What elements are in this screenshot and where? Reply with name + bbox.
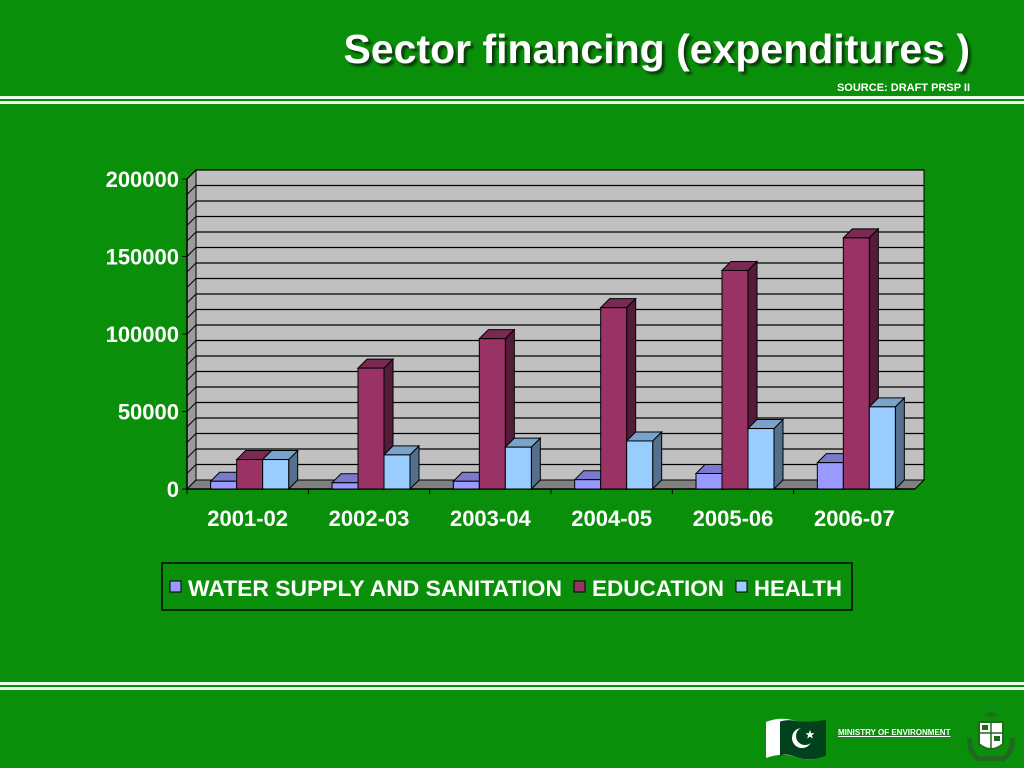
gridline-side (186, 371, 197, 381)
gridline-side (186, 448, 197, 459)
x-tick-label: 2002-03 (329, 506, 410, 531)
bars (209, 227, 906, 491)
gridline-side (186, 340, 197, 350)
floor (185, 479, 926, 490)
bar (868, 396, 906, 491)
y-tick-label: 100000 (106, 322, 179, 347)
gridline-side (186, 324, 197, 335)
source-note: SOURCE: DRAFT PRSP II (836, 82, 970, 94)
x-tick-label: 2001-02 (207, 506, 288, 531)
gridline-side (186, 433, 197, 443)
bottom-divider (0, 682, 1024, 690)
bar (746, 418, 785, 491)
gridline-side (186, 464, 197, 474)
y-tick-label: 150000 (106, 245, 179, 270)
legend-label: HEALTH (754, 576, 842, 601)
plot-area (185, 168, 926, 491)
state-emblem-icon (967, 710, 1015, 763)
y-tick-label: 50000 (118, 400, 179, 425)
bar (599, 297, 637, 491)
pakistan-flag-icon (766, 718, 826, 760)
gridline-side (186, 216, 197, 226)
gridline-side (186, 262, 197, 273)
gridline-side (186, 247, 197, 257)
gridline-side (186, 231, 197, 242)
legend: WATER SUPPLY AND SANITATION EDUCATION HEAL… (161, 562, 853, 611)
gridline-side (186, 200, 197, 211)
gridline-side (186, 355, 197, 366)
y-tick-label: 0 (167, 477, 179, 502)
x-tick-label: 2003-04 (450, 506, 532, 531)
gridline-side (186, 386, 197, 397)
gridline-side (186, 309, 197, 319)
x-tick-label: 2006-07 (814, 506, 895, 531)
top-divider (0, 96, 1024, 104)
bar (504, 436, 542, 491)
slide-title: Sector financing (expenditures ) (343, 26, 971, 72)
x-tick-label: 2004-05 (571, 506, 652, 531)
gridline-side (186, 169, 197, 180)
bar (261, 449, 299, 491)
bar (625, 430, 663, 491)
y-tick-label: 200000 (106, 167, 179, 192)
y-axis-ticks: 0 50000 100000 150000 200000 (106, 167, 187, 502)
x-axis-ticks: 2001-02 2002-03 2003-04 2004-05 2005-06 2006-… (186, 489, 895, 531)
gridline-side (186, 402, 197, 412)
legend-swatch (735, 580, 748, 593)
legend-swatch (169, 580, 182, 593)
gridlines (186, 169, 924, 490)
gridline-side (186, 417, 197, 428)
legend-label: EDUCATION (592, 576, 724, 601)
ministry-label: MINISTRY OF ENVIRONMENT (838, 728, 951, 737)
gridline-side (186, 293, 197, 304)
legend-swatch (573, 580, 586, 593)
legend-label: WATER SUPPLY AND SANITATION (188, 576, 562, 601)
bar (382, 444, 421, 491)
x-tick-label: 2005-06 (693, 506, 774, 531)
gridline-side (186, 278, 197, 288)
gridline-side (186, 185, 197, 195)
